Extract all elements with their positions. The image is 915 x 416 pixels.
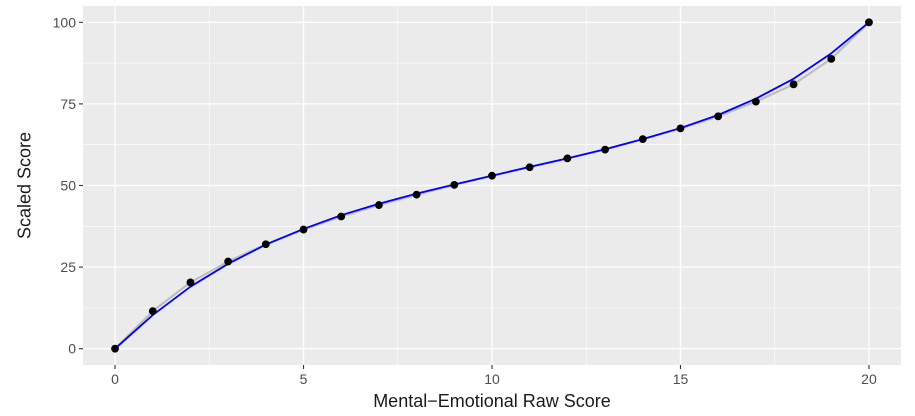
grid-major xyxy=(83,6,901,365)
data-point xyxy=(299,225,308,234)
data-point xyxy=(337,212,346,221)
data-point xyxy=(789,80,798,89)
x-tick-label: 0 xyxy=(111,371,119,387)
data-point xyxy=(488,171,496,180)
x-tick-label: 10 xyxy=(484,371,500,387)
data-point xyxy=(525,163,534,172)
y-tick-label: 100 xyxy=(53,14,77,30)
data-point xyxy=(827,54,836,63)
data-point xyxy=(601,145,609,154)
tick-labels: 0 5 10 15 20 0 25 50 75 100 xyxy=(53,14,877,387)
series-layer xyxy=(111,18,873,353)
x-tick-label: 15 xyxy=(673,371,689,387)
data-point xyxy=(111,344,119,353)
data-point xyxy=(751,97,760,106)
y-axis-title: Scaled Score xyxy=(14,132,34,239)
y-tick-label: 25 xyxy=(60,259,76,275)
data-point xyxy=(676,124,685,133)
data-point xyxy=(714,112,723,121)
data-point xyxy=(148,307,157,316)
data-point xyxy=(224,257,233,266)
data-point xyxy=(865,18,873,27)
data-point xyxy=(375,201,383,209)
y-tick-label: 50 xyxy=(60,178,76,194)
data-point xyxy=(450,180,459,189)
y-tick-label: 75 xyxy=(60,96,76,112)
x-tick-label: 5 xyxy=(300,371,308,387)
data-point xyxy=(563,154,572,163)
data-point xyxy=(638,135,647,144)
data-point xyxy=(412,190,421,199)
data-point xyxy=(261,240,270,249)
y-tick-label: 0 xyxy=(68,341,76,357)
x-axis-title: Mental−Emotional Raw Score xyxy=(373,391,611,411)
axis-ticks xyxy=(79,21,870,369)
x-tick-label: 20 xyxy=(861,371,877,387)
data-point xyxy=(186,278,195,287)
